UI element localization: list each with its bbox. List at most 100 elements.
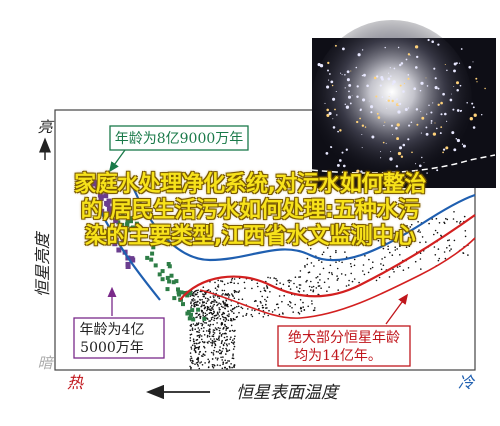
photo-star: [426, 172, 428, 174]
old-point: [216, 296, 219, 298]
old-point: [230, 319, 232, 322]
photo-star: [444, 63, 446, 66]
photo-star: [389, 67, 391, 69]
old-point: [312, 289, 315, 292]
old-point: [433, 233, 435, 236]
old-point: [201, 340, 204, 343]
old-point: [258, 308, 260, 310]
old-point: [445, 217, 447, 220]
old-point: [307, 271, 310, 274]
old-point: [202, 293, 204, 295]
old-point: [229, 338, 231, 341]
old-point: [226, 361, 228, 364]
old-point: [233, 297, 236, 300]
old-point: [200, 355, 203, 357]
photo-star: [337, 130, 339, 133]
old-point: [443, 251, 446, 253]
old-point: [217, 351, 219, 353]
old-point: [230, 279, 233, 281]
old-point: [213, 303, 215, 306]
old-point: [197, 327, 200, 329]
old-point: [212, 312, 215, 315]
photo-star: [317, 63, 321, 67]
old-point: [311, 300, 313, 302]
old-point: [336, 279, 339, 281]
old-point: [209, 290, 212, 293]
old-point: [232, 357, 235, 360]
mid-point: [145, 255, 150, 260]
old-point: [200, 305, 203, 308]
old-point: [247, 308, 249, 310]
old-point: [444, 257, 447, 260]
old-point: [266, 307, 268, 309]
old-point: [402, 269, 405, 272]
old-point: [207, 297, 209, 300]
old-point: [299, 287, 301, 290]
photo-star: [356, 95, 359, 99]
old-point: [337, 289, 340, 291]
old-point: [251, 279, 253, 282]
old-point: [276, 303, 279, 306]
photo-star: [435, 127, 438, 130]
mid-point: [125, 223, 130, 228]
old-point: [328, 241, 331, 244]
old-point: [192, 298, 195, 300]
photo-star: [365, 177, 367, 179]
photo-star: [462, 144, 466, 148]
old-point: [213, 338, 215, 340]
photo-star: [368, 100, 370, 102]
y-top-label: 亮: [37, 118, 54, 136]
old-point: [197, 323, 199, 326]
photo-star: [332, 97, 336, 101]
mid-point: [130, 216, 134, 221]
photo-star: [324, 102, 326, 104]
old-point: [194, 363, 196, 366]
old-point: [196, 291, 199, 294]
old-point: [378, 276, 381, 279]
old-point: [358, 243, 361, 245]
old-point: [221, 294, 223, 296]
old-point: [214, 344, 217, 347]
old-point: [462, 252, 465, 254]
old-point: [191, 304, 193, 307]
old-point: [210, 302, 213, 305]
old-point: [268, 309, 270, 312]
old-point: [348, 284, 350, 286]
photo-star: [396, 137, 400, 141]
old-point: [329, 264, 332, 267]
old-point: [196, 293, 198, 296]
old-point: [294, 303, 297, 306]
old-point: [192, 340, 195, 342]
photo-star: [396, 98, 398, 101]
old-point: [389, 251, 391, 254]
mid-point: [196, 307, 201, 312]
old-point: [233, 341, 236, 343]
old-point: [258, 312, 261, 315]
young-point: [121, 237, 127, 243]
old-point: [384, 256, 386, 259]
photo-star: [433, 67, 436, 70]
old-point: [198, 329, 201, 331]
old-point: [414, 260, 417, 263]
mid-point: [165, 275, 170, 280]
annotation-450myr-text1: 年龄为4亿: [80, 322, 145, 338]
old-point: [224, 366, 226, 369]
old-point: [209, 308, 211, 311]
photo-star: [381, 77, 384, 81]
photo-star: [361, 74, 364, 77]
old-point: [202, 304, 205, 307]
old-point: [196, 338, 199, 341]
old-point: [399, 254, 401, 256]
old-point: [456, 220, 458, 223]
mid-point: [151, 245, 156, 250]
old-point: [211, 358, 214, 360]
old-point: [375, 279, 378, 282]
photo-star: [375, 95, 378, 98]
old-point: [380, 263, 382, 265]
old-point: [190, 301, 192, 303]
mid-point: [141, 234, 146, 238]
old-point: [263, 313, 266, 315]
old-point: [214, 295, 216, 297]
old-point: [335, 261, 337, 264]
old-point: [341, 261, 343, 264]
